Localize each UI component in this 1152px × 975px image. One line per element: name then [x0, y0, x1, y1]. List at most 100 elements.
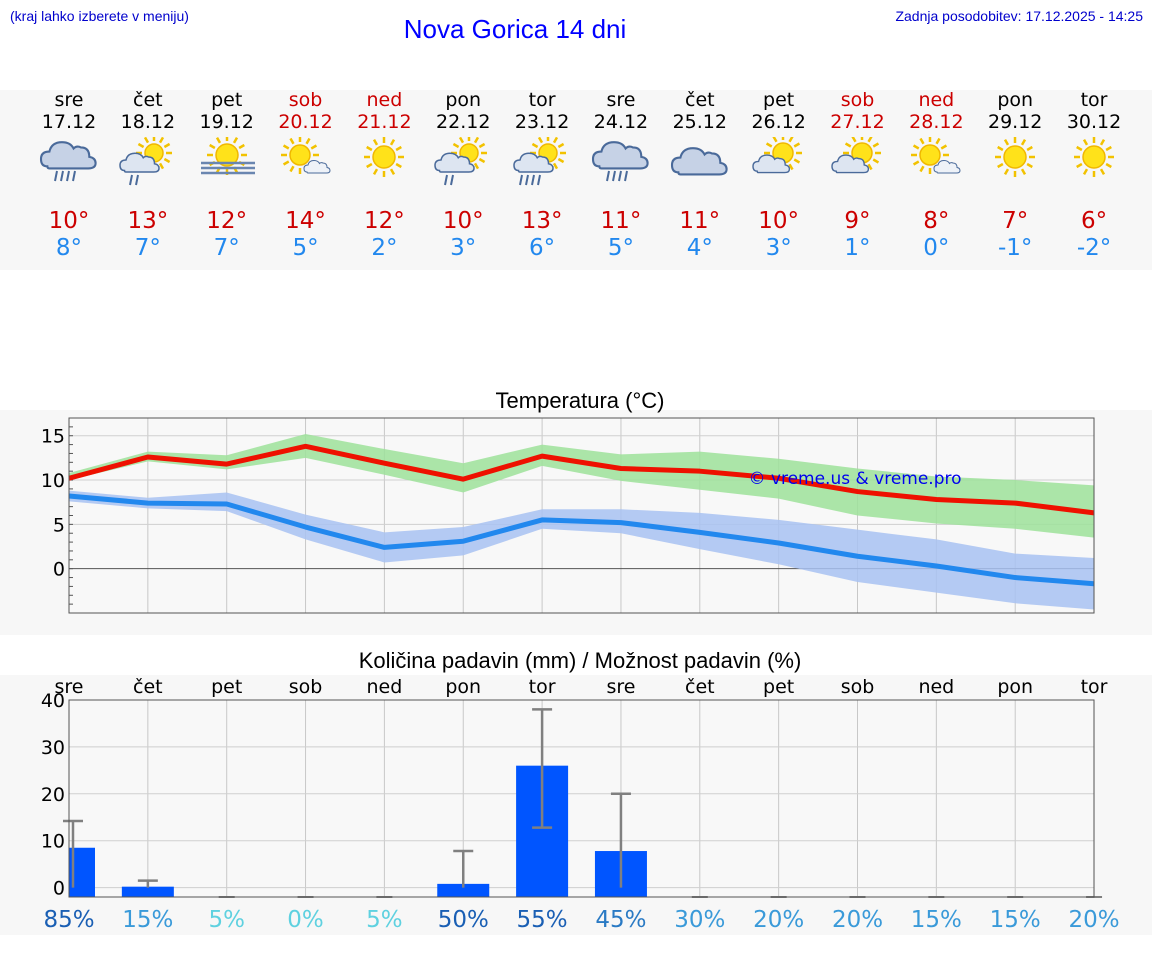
- sun-ray: [304, 137, 311, 145]
- cloud-outline: [591, 141, 649, 170]
- forecast-day: čet 18.12 13° 7°: [108, 89, 188, 261]
- sun-ray: [1105, 162, 1112, 169]
- temp-min: 0°: [923, 235, 950, 261]
- sun-ray: [1004, 168, 1010, 175]
- day-label: pon: [445, 676, 481, 698]
- sun-ray: [158, 137, 164, 144]
- day-label: sob: [289, 676, 323, 698]
- day-name: pet: [763, 89, 795, 111]
- temp-min: 3°: [450, 235, 477, 261]
- sun-ray: [390, 168, 396, 175]
- sun-ray: [1004, 139, 1010, 146]
- forecast-day: pon 29.12 7° -1°: [975, 89, 1055, 261]
- temperature-chart-title: Temperatura (°C): [495, 388, 665, 413]
- rain-drop: [525, 174, 530, 186]
- sun-ray: [531, 142, 539, 149]
- sun-ray: [479, 142, 486, 149]
- rain-drop: [66, 170, 70, 182]
- sun-ray: [390, 139, 396, 146]
- sun-ray: [788, 163, 794, 171]
- forecast-day: ned 28.12 8° 0°: [896, 89, 976, 261]
- precip-probability: 15%: [911, 907, 962, 933]
- y-tick-label: 10: [41, 831, 65, 853]
- sun-disc: [1003, 145, 1027, 169]
- sun-ray: [844, 142, 851, 148]
- rain-drop: [128, 174, 133, 186]
- cloud-shape: [670, 147, 728, 176]
- page-title: Nova Gorica 14 dni: [403, 14, 627, 44]
- watermark: © vreme.us & vreme.pro: [748, 469, 961, 489]
- precip-bar: [121, 886, 174, 897]
- temp-max: 11°: [679, 208, 721, 234]
- cloud-outline: [434, 152, 476, 173]
- sun-ray: [772, 137, 778, 143]
- y-tick-label: 15: [41, 426, 65, 448]
- temp-min: 5°: [607, 235, 634, 261]
- forecast-day: tor 30.12 6° -2°: [1054, 89, 1134, 261]
- sun-cloud-rain-icon: [119, 137, 172, 186]
- sun-ray: [1105, 145, 1112, 152]
- sun-ray: [1082, 139, 1089, 146]
- day-date: 20.12: [278, 111, 333, 133]
- sun-ray: [215, 137, 221, 144]
- y-tick-label: 20: [41, 784, 65, 806]
- day-name: pon: [445, 89, 482, 111]
- cloud-icon: [670, 147, 728, 176]
- sun-ray: [459, 137, 465, 144]
- sun-ray: [366, 162, 373, 169]
- sun-ray: [553, 137, 559, 144]
- sun-ray: [282, 144, 289, 150]
- sun-small-cloud-icon: [911, 137, 961, 174]
- cloud-shape: [591, 141, 649, 170]
- cloud-outline: [670, 147, 728, 176]
- cloud-rain-icon: [591, 141, 649, 182]
- sun-ray: [1099, 139, 1106, 146]
- cloud-shape: [39, 141, 97, 170]
- rain-drop: [605, 170, 610, 182]
- y-tick-label: 5: [53, 514, 65, 536]
- day-date: 18.12: [120, 111, 176, 133]
- day-name: tor: [528, 89, 556, 111]
- sun-disc: [288, 144, 311, 166]
- temp-max: 12°: [364, 208, 405, 234]
- sun-ray: [913, 144, 920, 150]
- sun-ray: [1026, 162, 1034, 169]
- day-name: sre: [606, 89, 636, 111]
- precip-probability: 45%: [595, 907, 646, 933]
- rain-drop: [72, 170, 76, 182]
- forecast-day: tor 23.12 13° 6°: [502, 89, 582, 261]
- cloud-shape: [751, 154, 790, 174]
- temp-min: -1°: [997, 235, 1033, 261]
- day-name: pon: [997, 89, 1034, 111]
- sun-ray: [872, 142, 879, 148]
- location-hint: (kraj lahko izberete v meniju): [10, 8, 189, 24]
- y-tick-label: 0: [53, 878, 65, 900]
- precip-probability: 20%: [1068, 907, 1119, 933]
- temperature-chart: 0 5 10 15 © vreme.us & vreme.pro: [41, 417, 1095, 614]
- temp-max-band: [69, 433, 1095, 538]
- sun-ray: [1026, 145, 1034, 152]
- precip-probability: 5%: [366, 907, 403, 933]
- sun-ray: [288, 137, 295, 145]
- sun-ray: [373, 168, 379, 175]
- forecast-day: pet 26.12 10° 3°: [739, 89, 819, 261]
- sun-icon: [995, 137, 1036, 177]
- plot-frame: [68, 699, 1095, 898]
- temp-max: 10°: [442, 208, 484, 234]
- sun-cloud-heavy-rain-icon: [513, 137, 567, 186]
- sun-ray: [997, 145, 1004, 152]
- forecast-day: ned 21.12 12° 2°: [344, 89, 424, 261]
- precip-bar: [437, 883, 490, 897]
- temp-min: 8°: [55, 235, 83, 261]
- rain-drop: [54, 170, 58, 182]
- last-updated: Zadnja posodobitev: 17.12.2025 - 14:25: [895, 8, 1143, 24]
- sun-ray: [1076, 162, 1083, 169]
- sun-ray: [866, 137, 873, 143]
- temp-max: 9°: [844, 208, 871, 234]
- day-label: čet: [133, 676, 163, 698]
- day-name: tor: [1080, 89, 1108, 111]
- sun-ray: [997, 162, 1004, 169]
- day-name: sob: [288, 89, 323, 111]
- precipitation-chart: sre čet pet sob ned pon tor sre čet pet sob ned pon t…: [41, 676, 1120, 933]
- temp-max: 13°: [521, 208, 563, 234]
